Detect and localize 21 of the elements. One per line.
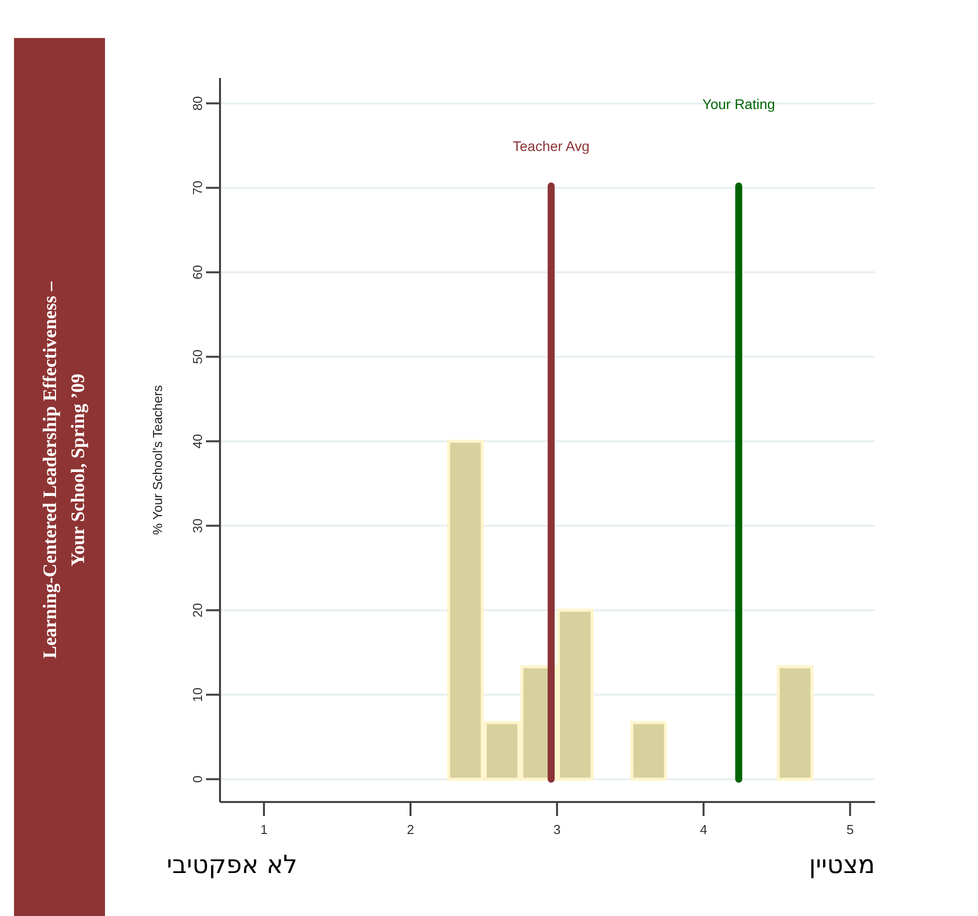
text: מצטיין	[808, 850, 876, 879]
text: Learning-Centered Leadership Effectiveness –	[40, 281, 61, 658]
y-tick-label: 40	[190, 434, 205, 448]
x-tick-label: 4	[700, 822, 708, 837]
x-tick-label: 2	[406, 822, 414, 837]
text: לא אפקטיבי	[166, 850, 298, 879]
y-axis-title: % Your School's Teachers	[150, 384, 165, 535]
y-tick-label: 70	[190, 180, 205, 196]
ref-line-label: Your Rating	[702, 96, 776, 112]
y-tick-label: 50	[190, 350, 205, 364]
x-tick-label: 3	[553, 822, 561, 837]
text: Your School, Spring ’09	[68, 374, 89, 566]
y-tick-label: 20	[190, 602, 205, 618]
y-tick-label: 10	[190, 687, 205, 702]
ref-line-label: Teacher Avg	[512, 138, 590, 154]
x-tick-label: 5	[846, 822, 854, 837]
y-tick-label: 30	[190, 518, 205, 533]
y-tick-label: 80	[190, 96, 205, 111]
y-tick-label: 60	[190, 265, 205, 280]
x-tick-label: 1	[260, 822, 268, 837]
y-tick-label: 0	[190, 776, 205, 783]
